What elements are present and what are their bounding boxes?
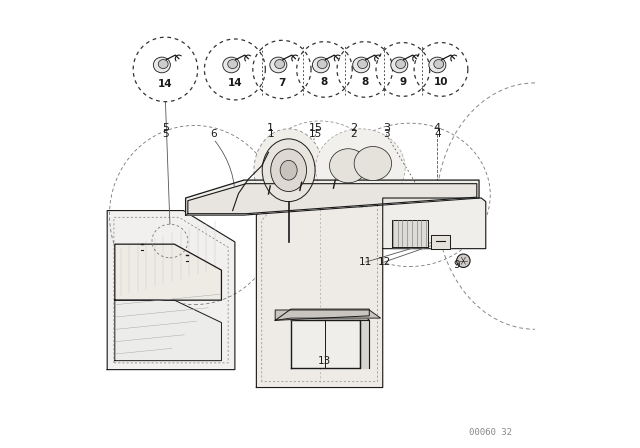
Polygon shape [115,244,221,300]
Polygon shape [383,198,486,249]
Text: 5: 5 [162,129,169,139]
Ellipse shape [429,57,446,73]
Ellipse shape [262,139,315,202]
Ellipse shape [158,60,168,69]
Text: 4: 4 [434,123,441,133]
Ellipse shape [312,57,330,73]
Polygon shape [291,310,369,320]
Ellipse shape [271,149,307,192]
Polygon shape [291,320,360,368]
Text: 13: 13 [318,356,331,366]
Polygon shape [275,310,380,320]
Polygon shape [275,309,369,320]
Polygon shape [115,300,221,361]
Text: 6: 6 [210,129,217,139]
Ellipse shape [354,146,392,181]
Text: 5: 5 [162,123,169,133]
Polygon shape [107,211,235,370]
Ellipse shape [270,57,287,73]
Ellipse shape [154,57,170,73]
Text: 7: 7 [278,78,285,87]
Text: 15: 15 [308,123,323,133]
Ellipse shape [353,57,370,73]
Text: 2: 2 [350,129,357,139]
Text: 4: 4 [434,129,441,139]
Text: 10: 10 [434,77,448,86]
Text: 3: 3 [383,129,390,139]
Polygon shape [186,180,479,215]
Text: 1: 1 [268,123,274,133]
Polygon shape [257,199,383,388]
Ellipse shape [434,60,444,69]
Text: 1: 1 [268,129,274,139]
Text: 8: 8 [361,77,369,87]
Ellipse shape [280,160,297,180]
Polygon shape [360,320,369,368]
Ellipse shape [275,60,285,69]
Ellipse shape [228,60,237,69]
Text: 2: 2 [350,123,357,133]
Text: 8: 8 [321,77,328,87]
Ellipse shape [391,57,408,73]
Text: 9: 9 [453,260,460,270]
Text: 14: 14 [158,79,173,89]
Text: 14: 14 [228,78,242,88]
Text: 3: 3 [383,123,390,133]
Polygon shape [392,220,428,247]
Ellipse shape [396,60,406,69]
Ellipse shape [223,57,240,73]
Text: 11: 11 [359,257,372,267]
Ellipse shape [456,254,470,267]
Text: 12: 12 [378,257,390,267]
Polygon shape [431,235,450,249]
Ellipse shape [316,129,405,207]
Ellipse shape [317,60,327,69]
Ellipse shape [358,60,367,69]
Text: 15: 15 [309,129,322,139]
Text: 9: 9 [399,77,406,86]
Text: 00060 32: 00060 32 [468,428,512,437]
Ellipse shape [330,149,367,183]
Polygon shape [188,184,477,214]
Ellipse shape [254,129,323,211]
